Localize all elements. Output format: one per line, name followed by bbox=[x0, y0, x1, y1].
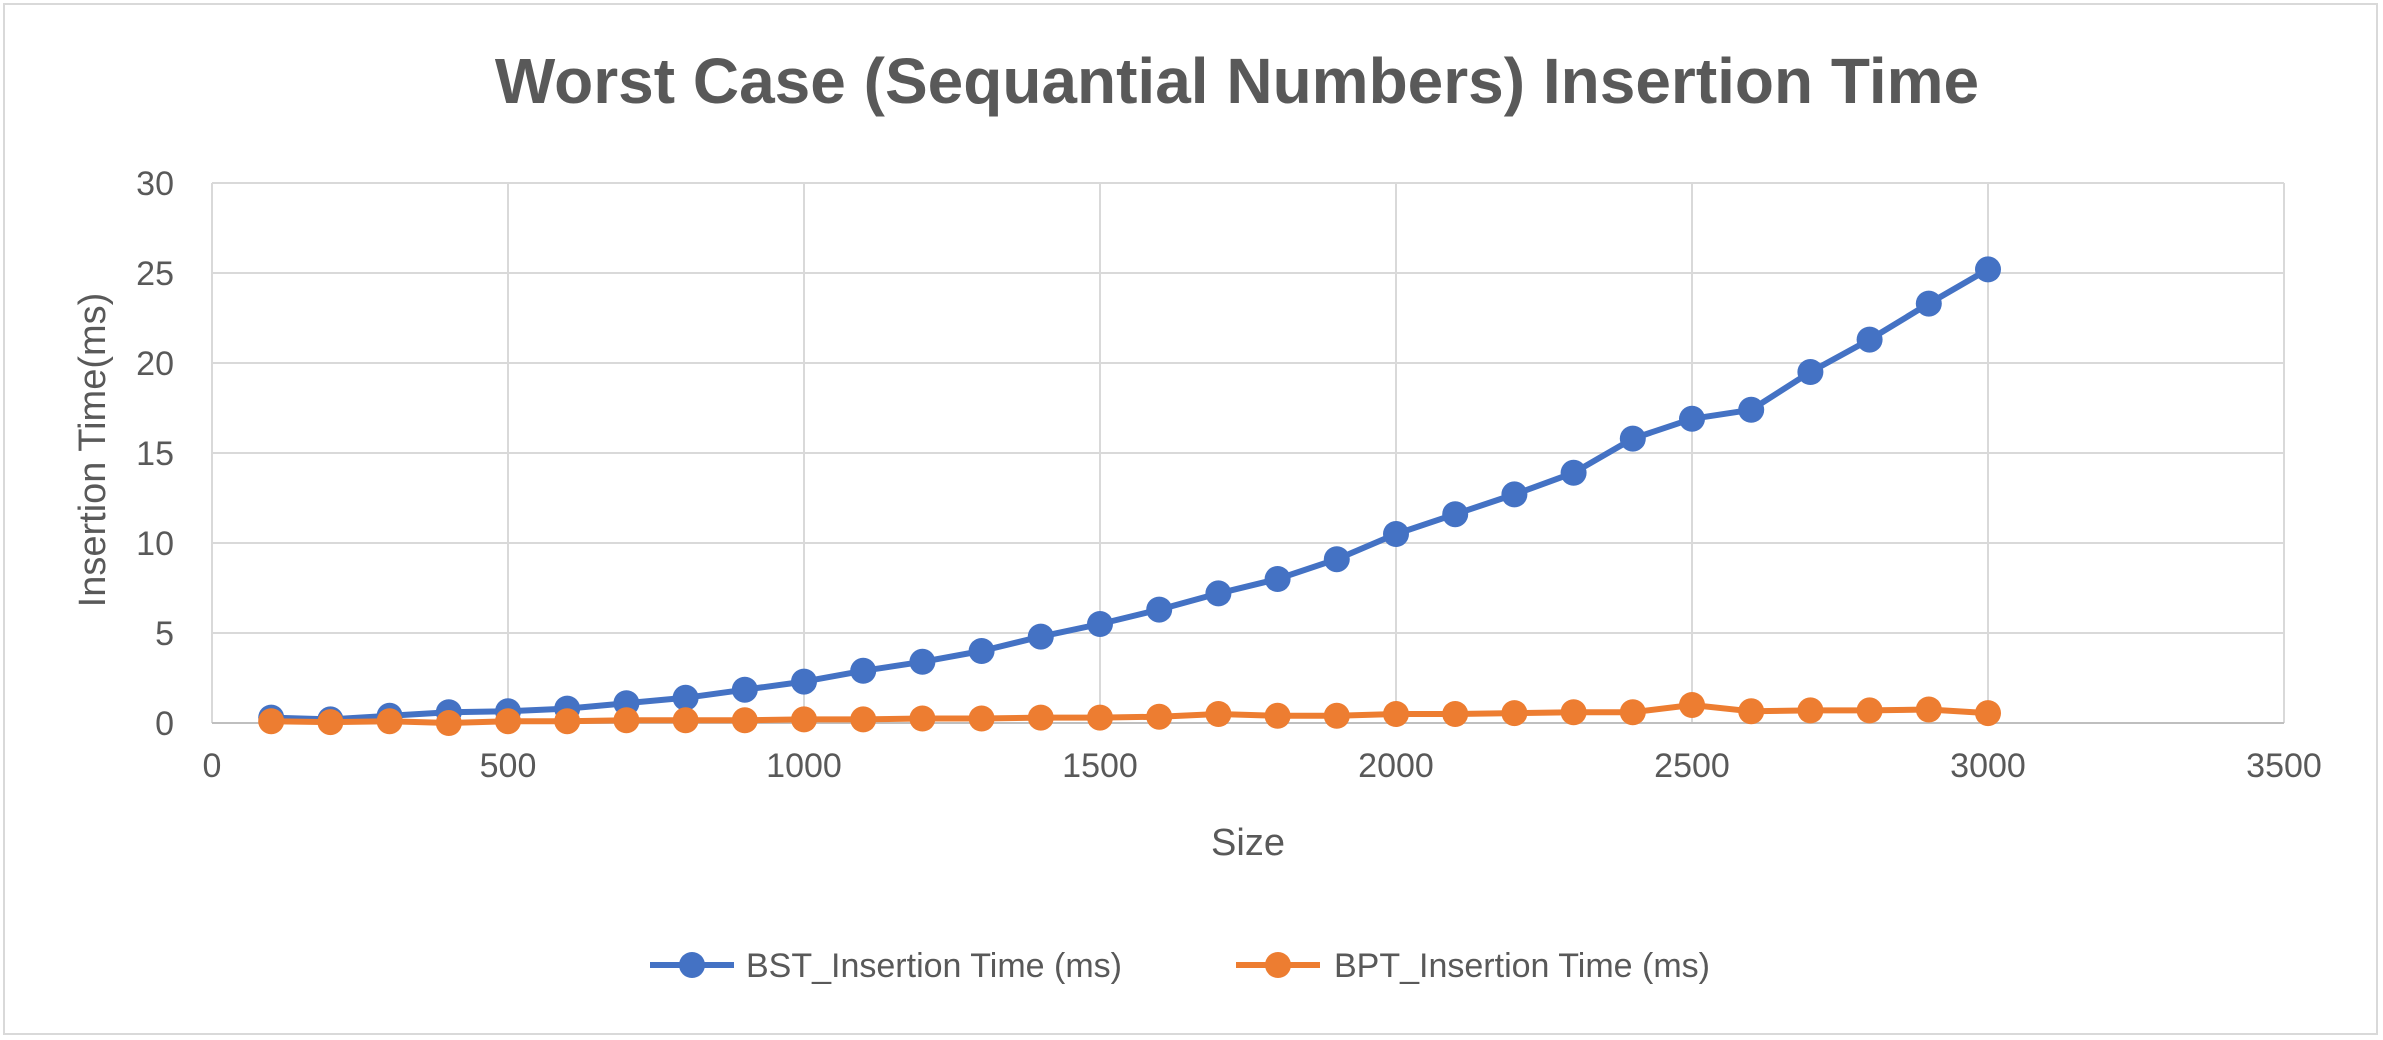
data-point bbox=[850, 657, 877, 684]
chart-title: Worst Case (Sequantial Numbers) Insertio… bbox=[495, 45, 1979, 117]
data-point bbox=[1442, 701, 1469, 727]
data-point bbox=[435, 710, 462, 736]
data-point bbox=[1442, 501, 1469, 528]
data-point bbox=[1383, 521, 1409, 547]
data-point bbox=[1797, 359, 1824, 385]
legend-swatch-marker bbox=[679, 952, 705, 978]
data-point bbox=[1027, 704, 1054, 731]
data-point bbox=[1264, 566, 1291, 592]
data-point bbox=[1087, 704, 1113, 731]
x-axis-label: Size bbox=[1211, 822, 1285, 864]
series-line bbox=[268, 266, 1991, 723]
data-point bbox=[1738, 396, 1765, 423]
data-point bbox=[1205, 580, 1232, 607]
series-bst bbox=[258, 256, 2001, 733]
data-point bbox=[495, 708, 521, 735]
data-point bbox=[1679, 692, 1705, 718]
gridlines bbox=[211, 182, 2285, 724]
data-point bbox=[1501, 481, 1528, 508]
legend-label: BST_Insertion Time (ms) bbox=[746, 947, 1122, 985]
y-tick-label: 30 bbox=[136, 165, 174, 203]
data-point bbox=[376, 708, 403, 735]
data-point bbox=[672, 684, 699, 711]
data-point bbox=[1915, 696, 1942, 723]
data-point bbox=[258, 708, 285, 735]
data-point bbox=[317, 709, 344, 736]
x-tick-label: 2000 bbox=[1358, 747, 1434, 785]
data-point bbox=[1915, 290, 1942, 317]
x-tick-label: 1500 bbox=[1062, 747, 1138, 785]
data-point bbox=[1087, 611, 1113, 637]
data-point bbox=[1679, 405, 1705, 432]
data-point bbox=[1619, 425, 1646, 452]
tick-labels: 0 500 1000 1500 2000 2500 3000 3500 0 5 10 15 20 25 30 bbox=[136, 165, 2322, 785]
data-point bbox=[1797, 697, 1824, 724]
data-point bbox=[1146, 703, 1173, 730]
data-point bbox=[1205, 701, 1232, 727]
data-point bbox=[909, 648, 936, 675]
data-point bbox=[1560, 459, 1587, 486]
data-point bbox=[1560, 699, 1587, 726]
y-tick-label: 15 bbox=[136, 435, 174, 473]
x-tick-label: 0 bbox=[203, 747, 222, 785]
data-point bbox=[1146, 596, 1173, 623]
y-axis-label: Insertion Time(ms) bbox=[72, 293, 114, 608]
chart-frame bbox=[3, 3, 2378, 1035]
y-tick-label: 5 bbox=[155, 615, 174, 653]
legend-label: BPT_Insertion Time (ms) bbox=[1334, 947, 1710, 985]
data-point bbox=[791, 668, 817, 695]
data-point bbox=[1856, 326, 1883, 353]
data-point bbox=[909, 705, 936, 732]
x-tick-label: 3000 bbox=[1950, 747, 2026, 785]
y-tick-label: 10 bbox=[136, 525, 174, 563]
series bbox=[258, 256, 2001, 736]
data-point bbox=[731, 676, 758, 703]
x-tick-label: 1000 bbox=[766, 747, 842, 785]
data-point bbox=[850, 706, 877, 733]
legend-item: BST_Insertion Time (ms) bbox=[650, 947, 1122, 985]
data-point bbox=[1323, 546, 1350, 573]
data-point bbox=[791, 706, 817, 733]
series-bpt bbox=[258, 692, 2001, 736]
data-point bbox=[1619, 699, 1646, 726]
data-point bbox=[1975, 700, 2001, 727]
data-point bbox=[1323, 702, 1350, 729]
data-point bbox=[1975, 256, 2001, 283]
data-point bbox=[1264, 702, 1291, 729]
legend: BST_Insertion Time (ms) BPT_Insertion Tim… bbox=[650, 947, 1710, 985]
data-point bbox=[613, 707, 640, 734]
x-tick-label: 2500 bbox=[1654, 747, 1730, 785]
x-tick-label: 3500 bbox=[2246, 747, 2322, 785]
data-point bbox=[554, 708, 581, 735]
data-point bbox=[731, 707, 758, 734]
data-point bbox=[1501, 700, 1528, 727]
y-tick-label: 20 bbox=[136, 345, 174, 383]
data-point bbox=[1027, 623, 1054, 650]
x-tick-label: 500 bbox=[480, 747, 537, 785]
legend-item: BPT_Insertion Time (ms) bbox=[1236, 947, 1710, 985]
data-point bbox=[1856, 697, 1883, 724]
legend-swatch-marker bbox=[1265, 952, 1291, 978]
y-tick-label: 0 bbox=[155, 705, 174, 743]
data-point bbox=[672, 707, 699, 734]
data-point bbox=[1383, 701, 1409, 727]
data-point bbox=[968, 638, 995, 664]
data-point bbox=[1738, 698, 1765, 725]
y-tick-label: 25 bbox=[136, 255, 174, 293]
data-point bbox=[968, 705, 995, 732]
